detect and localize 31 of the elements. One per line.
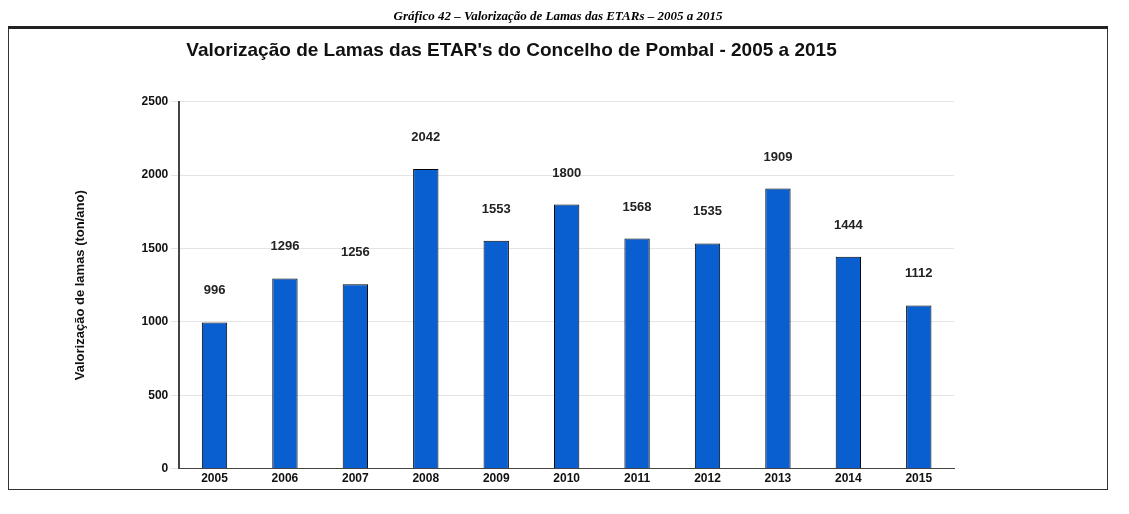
chart-title: Valorização de Lamas das ETAR's do Concelho de Pombal - 2005 a 2015 xyxy=(186,38,838,60)
data-label: 1568 xyxy=(622,198,652,214)
x-tick-label: 2007 xyxy=(342,471,370,486)
x-tick-label: 2012 xyxy=(694,471,722,486)
x-tick-label: 2011 xyxy=(624,471,651,486)
data-label: 1535 xyxy=(693,203,722,219)
data-label: 1553 xyxy=(481,200,511,216)
data-label: 1800 xyxy=(552,164,582,180)
y-tick-label: 2500 xyxy=(141,94,169,109)
x-tick-label: 2010 xyxy=(553,471,581,486)
data-label: 1296 xyxy=(270,238,300,254)
x-tick-label: 2009 xyxy=(482,471,510,486)
data-label: 1256 xyxy=(340,244,370,260)
y-tick-label: 1500 xyxy=(141,240,169,255)
data-label: 996 xyxy=(203,282,226,298)
x-tick-label: 2013 xyxy=(764,471,792,486)
y-tick-label: 500 xyxy=(148,387,169,402)
data-label: 1112 xyxy=(905,265,933,281)
y-tick-label: 2000 xyxy=(141,167,169,182)
y-tick-label: 1000 xyxy=(141,314,169,329)
data-label: 1909 xyxy=(763,148,793,164)
x-tick-label: 2008 xyxy=(412,471,440,486)
y-tick-label: 0 xyxy=(161,460,169,475)
x-tick-label: 2015 xyxy=(905,471,933,486)
x-tick-label: 2005 xyxy=(201,471,229,486)
y-axis-title: Valorização de lamas (ton/ano) xyxy=(72,190,88,381)
x-tick-label: 2014 xyxy=(835,471,863,486)
data-label: 2042 xyxy=(411,129,441,144)
data-label: 1444 xyxy=(833,216,864,232)
text: Gráfico 42 – Valorização de Lamas das ETARs – 2005 a 2015 xyxy=(8,8,1108,29)
x-tick-label: 2006 xyxy=(271,471,299,486)
